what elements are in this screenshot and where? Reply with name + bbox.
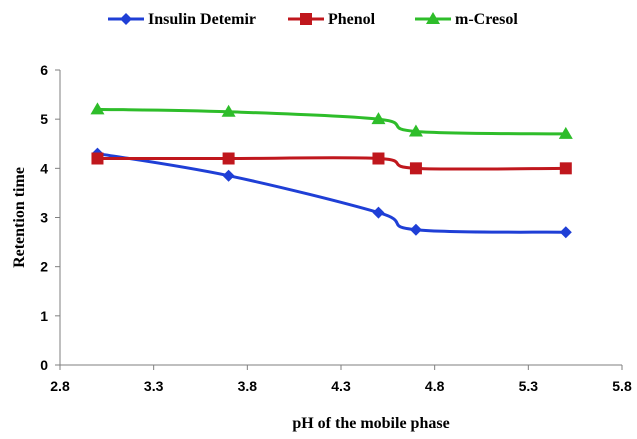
data-point-insulin-detemir (409, 223, 422, 236)
series-m-cresol (90, 102, 573, 139)
legend-marker (120, 13, 132, 25)
legend-item-phenol: Phenol (288, 11, 376, 28)
data-point-phenol (409, 162, 422, 175)
y-tick-label: 3 (40, 210, 48, 226)
series-line-insulin-detemir (97, 152, 566, 234)
series-group (90, 102, 573, 239)
legend-marker (426, 12, 440, 24)
data-point-m-cresol (221, 104, 236, 117)
series-phenol (91, 152, 572, 175)
y-tick-label: 0 (40, 357, 48, 373)
axes (59, 70, 622, 366)
x-tick-label: 2.8 (50, 378, 70, 394)
y-axis-title: Retention time (11, 167, 28, 268)
y-tick-label: 5 (40, 111, 48, 127)
data-point-phenol (222, 152, 235, 165)
x-tick-label: 5.8 (612, 378, 632, 394)
x-tick-label: 5.3 (519, 378, 539, 394)
data-point-m-cresol (408, 124, 423, 137)
data-point-m-cresol (371, 112, 386, 125)
legend: Insulin Detemir Phenol m-Cresol (108, 11, 518, 28)
x-tick-label: 3.8 (238, 378, 258, 394)
y-tick-label: 6 (40, 62, 48, 78)
data-point-phenol (559, 162, 572, 175)
series-line-m-cresol (97, 107, 566, 136)
x-axis-title: pH of the mobile phase (292, 415, 449, 432)
x-tick-label: 3.3 (144, 378, 164, 394)
y-tick-label: 4 (40, 160, 48, 176)
data-point-insulin-detemir (372, 206, 385, 219)
tick-labels: 0 1 2 3 4 5 6 2.8 3.3 3.8 4.3 4.8 5.3 5.8 (40, 62, 632, 394)
y-tick-label: 1 (40, 308, 48, 324)
legend-label: Phenol (328, 11, 376, 28)
data-point-insulin-detemir (559, 226, 572, 239)
data-point-phenol (372, 152, 385, 165)
data-point-insulin-detemir (222, 169, 235, 182)
data-point-phenol (91, 152, 104, 165)
data-point-m-cresol (90, 102, 105, 115)
data-point-m-cresol (558, 126, 573, 139)
y-tick-label: 2 (40, 259, 48, 275)
legend-item-insulin-detemir: Insulin Detemir (108, 11, 256, 28)
x-tick-label: 4.3 (331, 378, 351, 394)
legend-label: Insulin Detemir (148, 11, 256, 28)
legend-label: m-Cresol (455, 11, 518, 28)
legend-marker (300, 13, 312, 25)
x-tick-label: 4.8 (425, 378, 445, 394)
series-insulin-detemir (91, 147, 572, 239)
legend-item-m-cresol: m-Cresol (415, 11, 518, 28)
